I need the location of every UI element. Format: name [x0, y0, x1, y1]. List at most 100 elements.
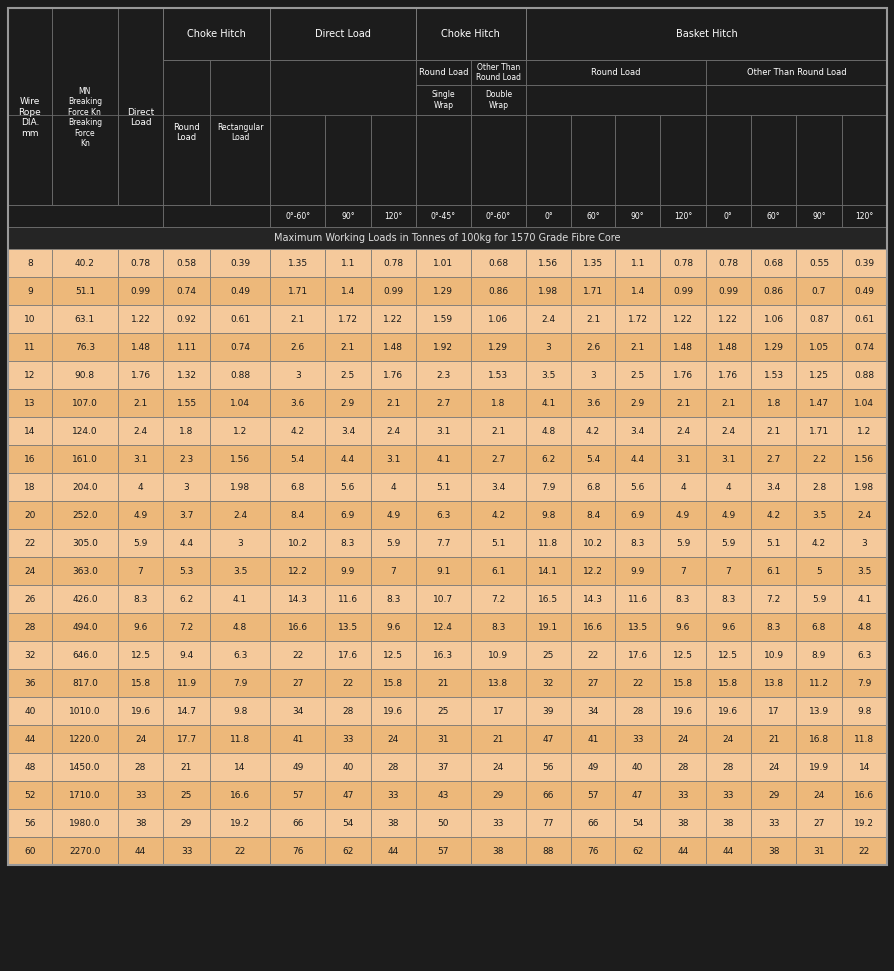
Text: 3.4: 3.4	[630, 426, 644, 436]
Text: 3: 3	[295, 371, 300, 380]
Text: 19.2: 19.2	[854, 819, 873, 827]
Text: 5.9: 5.9	[385, 539, 400, 548]
Bar	[470, 445, 525, 473]
Text: 8.4: 8.4	[586, 511, 600, 519]
Bar	[270, 781, 325, 809]
Text: 4.8: 4.8	[856, 622, 871, 631]
Bar	[570, 389, 614, 417]
Text: 2.5: 2.5	[341, 371, 355, 380]
Bar	[614, 333, 660, 361]
Text: 34: 34	[586, 707, 598, 716]
Bar	[614, 669, 660, 697]
Text: 15.8: 15.8	[672, 679, 692, 687]
Bar	[570, 585, 614, 613]
Text: 43: 43	[437, 790, 449, 799]
Bar	[52, 305, 118, 333]
Bar	[525, 8, 886, 60]
Bar	[118, 613, 163, 641]
Text: 4.9: 4.9	[675, 511, 689, 519]
Bar	[210, 389, 270, 417]
Text: 1.92: 1.92	[433, 343, 453, 352]
Text: 4: 4	[138, 483, 143, 491]
Bar	[704, 529, 750, 557]
Bar	[660, 115, 704, 205]
Text: 3.5: 3.5	[856, 566, 871, 576]
Text: 7.2: 7.2	[765, 594, 780, 604]
Text: 7: 7	[390, 566, 396, 576]
Text: 38: 38	[767, 847, 779, 855]
Bar	[370, 697, 416, 725]
Bar	[52, 389, 118, 417]
Text: 7: 7	[679, 566, 685, 576]
Bar	[52, 333, 118, 361]
Bar	[52, 529, 118, 557]
Text: 1.35: 1.35	[287, 258, 308, 267]
Text: 9.9: 9.9	[341, 566, 355, 576]
Bar	[704, 697, 750, 725]
Bar	[470, 781, 525, 809]
Bar	[614, 115, 660, 205]
Text: 0°-60°: 0°-60°	[285, 212, 310, 220]
Text: 2.4: 2.4	[675, 426, 689, 436]
Text: 38: 38	[492, 847, 503, 855]
Text: 27: 27	[586, 679, 598, 687]
Bar	[8, 809, 52, 837]
Text: 44: 44	[387, 847, 399, 855]
Text: 5.6: 5.6	[341, 483, 355, 491]
Bar	[614, 613, 660, 641]
Bar	[796, 697, 840, 725]
Bar	[118, 305, 163, 333]
Bar	[570, 753, 614, 781]
Text: 1.22: 1.22	[718, 315, 738, 323]
Text: 3.6: 3.6	[586, 398, 600, 408]
Bar	[370, 389, 416, 417]
Bar	[704, 809, 750, 837]
Bar	[750, 641, 796, 669]
Bar	[8, 753, 52, 781]
Bar	[325, 669, 370, 697]
Bar	[525, 389, 570, 417]
Bar	[796, 305, 840, 333]
Text: 28: 28	[387, 762, 399, 772]
Bar	[840, 613, 886, 641]
Bar	[750, 205, 796, 227]
Bar	[8, 417, 52, 445]
Bar	[525, 725, 570, 753]
Bar	[270, 8, 416, 60]
Bar	[470, 473, 525, 501]
Text: 6.3: 6.3	[856, 651, 871, 659]
Bar	[470, 501, 525, 529]
Bar	[163, 60, 210, 205]
Text: 33: 33	[135, 790, 146, 799]
Bar	[750, 361, 796, 389]
Bar	[416, 753, 470, 781]
Text: 4.2: 4.2	[491, 511, 505, 519]
Bar	[470, 205, 525, 227]
Bar	[370, 277, 416, 305]
Text: 1.55: 1.55	[176, 398, 197, 408]
Bar	[163, 249, 210, 277]
Bar	[52, 585, 118, 613]
Text: 1.71: 1.71	[582, 286, 603, 295]
Bar	[525, 613, 570, 641]
Text: 1.48: 1.48	[131, 343, 150, 352]
Text: 3.4: 3.4	[491, 483, 505, 491]
Bar	[525, 205, 570, 227]
Text: 11.8: 11.8	[853, 734, 873, 744]
Bar	[614, 501, 660, 529]
Bar	[325, 753, 370, 781]
Bar	[704, 725, 750, 753]
Text: 15.8: 15.8	[718, 679, 738, 687]
Text: 66: 66	[291, 819, 303, 827]
Text: 29: 29	[767, 790, 779, 799]
Text: 16.5: 16.5	[538, 594, 558, 604]
Bar	[470, 669, 525, 697]
Bar	[270, 333, 325, 361]
Bar	[570, 501, 614, 529]
Bar	[660, 445, 704, 473]
Bar	[52, 613, 118, 641]
Text: 10: 10	[24, 315, 36, 323]
Text: 1.72: 1.72	[338, 315, 358, 323]
Bar	[750, 501, 796, 529]
Bar	[118, 809, 163, 837]
